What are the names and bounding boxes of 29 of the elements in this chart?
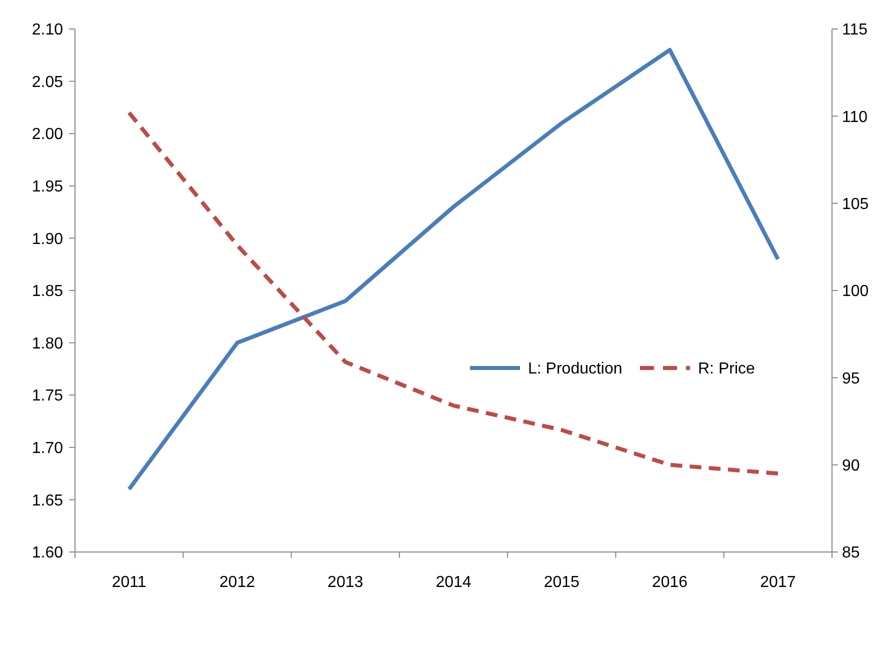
x-tick-label: 2011: [112, 574, 146, 591]
y-tick-label: 2.05: [32, 74, 64, 91]
y2-tick-label: 90: [842, 457, 860, 474]
y2-tick-label: 110: [842, 108, 868, 126]
y-tick-label: 1.70: [32, 440, 64, 457]
x-tick-label: 2014: [436, 574, 472, 591]
y2-tick-label: 85: [842, 544, 860, 562]
y-tick-label: 1.75: [32, 388, 64, 405]
x-tick-label: 2015: [544, 574, 580, 591]
y-tick-label: 1.80: [32, 335, 64, 352]
line-series: [127, 48, 780, 492]
y2-tick-label: 115: [842, 22, 868, 39]
y-tick-label: 2.00: [32, 126, 64, 144]
y-tick-label: 1.85: [32, 283, 64, 300]
y-tick-label: 2.10: [32, 22, 64, 39]
line-series: [127, 110, 780, 476]
y2-tick-label: 100: [842, 283, 869, 300]
y-tick-label: 1.90: [32, 230, 64, 248]
y2-tick-label: 105: [842, 196, 869, 213]
y-tick-label: 1.65: [32, 492, 64, 510]
x-tick-label: 2012: [219, 574, 256, 591]
legend-label: R: Price: [698, 360, 755, 378]
legend-label: L: Production: [528, 360, 622, 378]
x-tick-label: 2017: [760, 574, 796, 591]
x-tick-label: 2013: [328, 574, 364, 591]
y-tick-label: 1.95: [32, 178, 64, 196]
y-tick-label: 1.60: [32, 544, 64, 562]
x-tick-label: 2016: [652, 574, 688, 591]
y2-tick-label: 95: [842, 370, 860, 388]
